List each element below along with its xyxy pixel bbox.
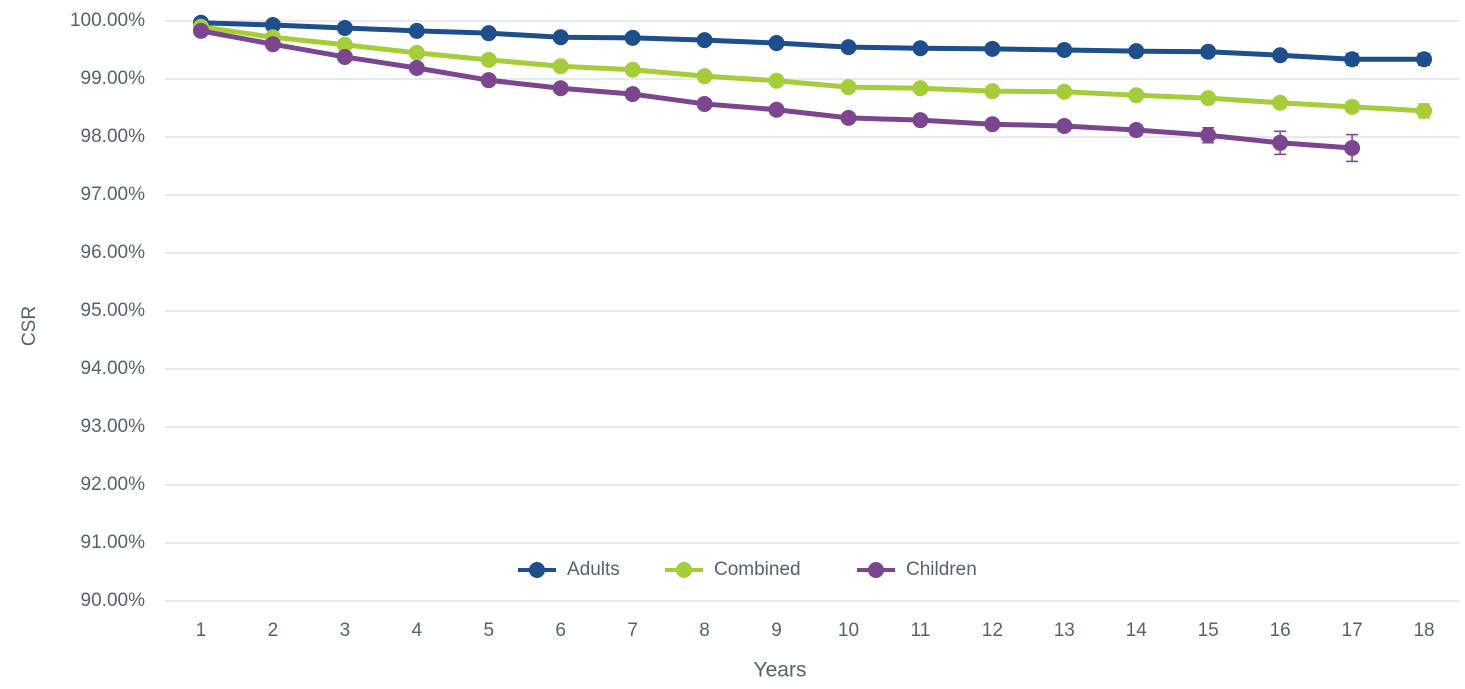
point [696,68,713,85]
point [408,59,425,76]
legend-label: Combined [714,559,801,580]
x-tick-label: 8 [699,620,710,641]
x-tick-label: 7 [627,620,638,641]
x-tick-label: 12 [982,620,1003,641]
x-tick-label: 2 [268,620,279,641]
point [480,25,497,42]
point [768,35,785,52]
point [1272,94,1289,111]
x-tick-label: 18 [1413,620,1434,641]
y-axis-label: CSR [19,306,40,346]
x-tick-label: 16 [1270,620,1291,641]
point [336,48,353,65]
y-tick-label: 99.00% [81,68,146,89]
x-tick-label: 17 [1342,620,1363,641]
point [1056,117,1073,134]
legend-marker [676,562,692,578]
point [1272,134,1289,151]
point [1056,83,1073,100]
point [552,80,569,97]
point [336,36,353,53]
point [984,116,1001,133]
point [552,58,569,75]
y-tick-label: 97.00% [81,184,146,205]
y-tick-label: 95.00% [81,300,146,321]
x-tick-label: 6 [555,620,566,641]
point [696,95,713,112]
x-tick-label: 9 [771,620,782,641]
x-tick-label: 15 [1198,620,1219,641]
point [768,101,785,118]
point [696,32,713,49]
point [1200,43,1217,60]
point [624,61,641,78]
point [1416,102,1433,119]
point [480,72,497,89]
legend-marker [529,562,545,578]
x-axis-label: Years [754,659,807,682]
point [1056,42,1073,58]
series-line [200,20,1425,62]
y-tick-label: 93.00% [81,416,146,437]
legend-label: Children [906,559,977,580]
series-line [200,24,1425,114]
point [552,29,569,46]
point [264,17,281,34]
legend-label: Adults [567,559,620,580]
point [480,51,497,68]
legend-marker [868,562,884,578]
x-tick-label: 11 [911,620,931,641]
x-tick-label: 3 [340,620,351,641]
point [1344,140,1361,157]
point [840,79,857,96]
point [1128,87,1145,104]
point [1200,127,1217,144]
x-tick-label: 13 [1054,620,1075,641]
point [984,40,1001,57]
x-tick-label: 4 [412,620,423,641]
point [624,86,641,103]
point [336,19,353,36]
point [840,39,857,56]
point [624,29,641,46]
y-tick-label: 94.00% [81,358,146,379]
point [408,22,425,39]
point [192,22,209,39]
point [408,44,425,61]
y-tick-label: 100.00% [70,10,145,31]
point [912,40,929,57]
point [1128,122,1145,139]
x-tick-label: 1 [196,620,207,641]
point [768,72,785,89]
x-tick-label: 5 [483,620,494,641]
point [264,36,281,53]
y-tick-label: 90.00% [81,590,146,611]
point [912,112,929,129]
point [840,109,857,126]
y-tick-label: 96.00% [81,242,146,263]
point [1344,51,1361,68]
x-tick-label: 14 [1126,620,1148,641]
point [912,80,929,97]
point [984,83,1001,100]
point [1272,47,1289,64]
x-tick-label: 10 [838,620,859,641]
y-tick-label: 92.00% [81,474,146,495]
point [1416,51,1433,68]
y-tick-label: 91.00% [81,532,146,553]
point [1128,43,1145,60]
point [1344,98,1361,115]
y-tick-label: 98.00% [81,126,146,147]
point [1200,90,1217,107]
